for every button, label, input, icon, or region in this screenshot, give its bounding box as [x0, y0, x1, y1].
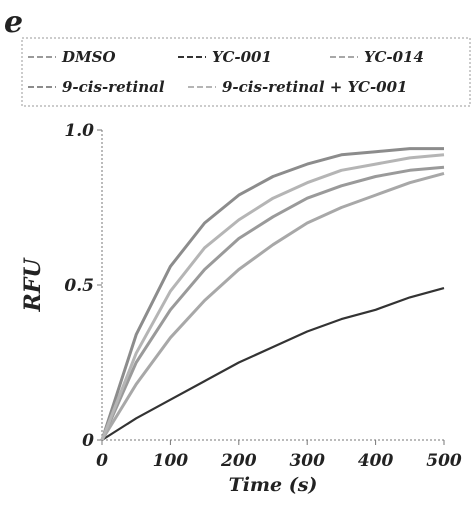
legend-entry-2: YC-001: [178, 48, 272, 66]
legend-entry-3: YC-014: [330, 48, 424, 66]
x-tick-label: 500: [426, 451, 462, 471]
legend-label: 9-cis-retinal + YC-001: [222, 78, 408, 96]
legend: DMSO YC-001 YC-014 9-cis-retinal 9-cis-retin…: [21, 37, 471, 107]
legend-label: 9-cis-retinal: [62, 78, 165, 96]
x-axis-label: Time (s): [229, 474, 318, 496]
legend-label: YC-014: [364, 48, 424, 66]
legend-label: YC-001: [212, 48, 272, 66]
x-tick-label: 0: [96, 451, 108, 471]
x-tick-label: 100: [153, 451, 189, 471]
x-tick-label: 300: [289, 451, 325, 471]
y-tick-label: 0.5: [64, 276, 94, 296]
series-line-2: [101, 287, 445, 441]
legend-entry-5: 9-cis-retinal + YC-001: [188, 78, 408, 96]
legend-entry-4: 9-cis-retinal: [28, 78, 165, 96]
series-line-5: [100, 153, 445, 441]
series-line-3: [100, 171, 445, 441]
panel-label: e: [4, 5, 23, 40]
legend-entry-1: DMSO: [28, 48, 116, 66]
x-tick-label: 400: [358, 451, 394, 471]
plot-area: 0 100 200 300 400 500 0 0.5 1.0: [64, 121, 461, 471]
y-axis-label: RFU: [20, 257, 46, 313]
y-tick-label: 1.0: [64, 121, 94, 141]
legend-frame: [21, 37, 471, 107]
y-tick-label: 0: [82, 431, 94, 451]
series-line-1: [100, 165, 445, 441]
x-tick-label: 200: [220, 451, 257, 471]
series-line-4: [100, 147, 444, 441]
legend-label: DMSO: [61, 48, 116, 66]
